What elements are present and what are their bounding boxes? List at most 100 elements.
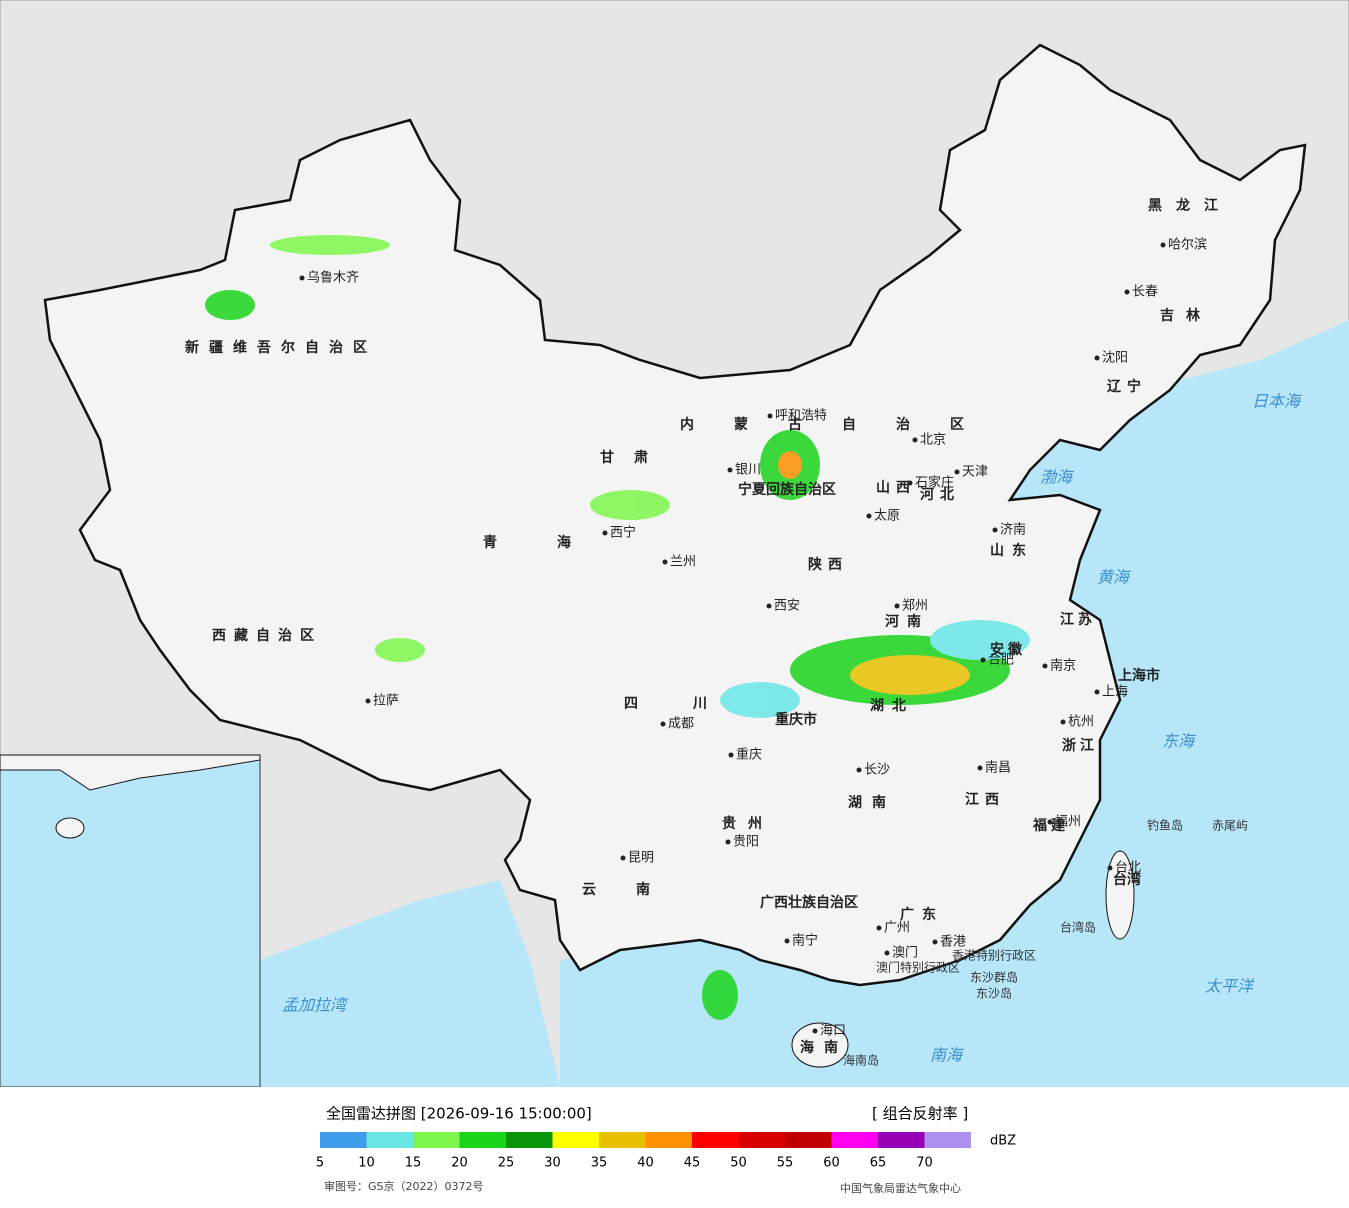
china-outline	[43, 43, 1307, 987]
province-label: 台湾	[1113, 871, 1141, 888]
city-dot	[1060, 719, 1066, 725]
province-label: 福建	[1032, 817, 1069, 834]
province-label: 辽宁	[1107, 378, 1147, 395]
city-label: 长沙	[864, 763, 890, 778]
city-dot	[866, 513, 872, 519]
inset-hainan	[55, 817, 85, 839]
province-label: 新疆维吾尔自治区	[185, 339, 377, 356]
province-label: 广西壮族自治区	[760, 894, 858, 911]
legend-tick-label: 20	[451, 1156, 468, 1171]
legend-unit: dBZ	[990, 1134, 1016, 1149]
city-label: 天津	[962, 465, 988, 480]
city-dot	[977, 765, 983, 771]
city-dot	[1160, 242, 1166, 248]
city-label: 南昌	[985, 760, 1011, 776]
legend-tick-label: 15	[405, 1156, 422, 1171]
city-dot	[912, 437, 918, 443]
province-label: 江苏	[1060, 611, 1096, 628]
inset-land	[0, 754, 261, 791]
agency: 中国气象局雷达气象中心	[840, 1181, 961, 1195]
special-label: 海南岛	[843, 1053, 879, 1068]
sea-west	[260, 880, 560, 1087]
city-label: 海口	[820, 1024, 846, 1039]
city-label: 乌鲁木齐	[307, 270, 359, 286]
legend-swatch	[692, 1132, 739, 1148]
city-dot	[728, 752, 734, 758]
footer-title: 全国雷达拼图 [2026-09-16 15:00:00]	[326, 1105, 592, 1123]
city-dot	[299, 275, 305, 281]
special-label: 东沙群岛	[970, 970, 1018, 985]
legend-swatch	[738, 1132, 785, 1148]
legend-swatch	[459, 1132, 506, 1148]
city-label: 北京	[920, 433, 946, 448]
hainan	[791, 1022, 849, 1068]
sea-label: 日本海	[1252, 392, 1302, 411]
city-label: 太原	[874, 509, 900, 524]
legend-tick-label: 30	[544, 1156, 561, 1171]
city-label: 银川	[735, 463, 761, 478]
legend-tick-label: 40	[637, 1156, 654, 1171]
taiwan	[1105, 850, 1135, 940]
city-dot	[954, 469, 960, 475]
province-label: 河北	[920, 486, 960, 503]
legend-tick-label: 25	[498, 1156, 515, 1171]
city-label: 南宁	[792, 933, 818, 949]
sea-label: 东海	[1162, 732, 1196, 751]
legend-swatch	[506, 1132, 553, 1148]
province-label: 宁夏回族自治区	[738, 481, 836, 498]
sea-label: 太平洋	[1205, 977, 1255, 996]
south-china-sea-inset	[0, 754, 261, 1088]
legend-swatch	[924, 1132, 971, 1148]
city-label: 南京	[1050, 658, 1076, 674]
legend-swatch	[413, 1132, 460, 1148]
city-label: 哈尔滨	[1168, 237, 1207, 253]
city-dot	[766, 603, 772, 609]
legend-tick-label: 35	[591, 1156, 608, 1171]
city-label: 上海	[1102, 685, 1128, 700]
city-label: 广州	[884, 921, 910, 936]
province-label: 山东	[990, 542, 1034, 559]
city-dot	[856, 767, 862, 773]
province-label: 贵州	[722, 815, 774, 832]
province-label: 海南	[800, 1039, 848, 1056]
city-label: 台北	[1115, 861, 1141, 876]
city-dot	[1107, 865, 1113, 871]
province-label: 安徽	[990, 641, 1026, 658]
city-label: 成都	[668, 717, 694, 732]
city-label: 沈阳	[1102, 351, 1128, 366]
city-dot	[884, 950, 890, 956]
sea-label: 黄海	[1097, 568, 1131, 587]
sea-label: 渤海	[1040, 468, 1074, 487]
legend-tick-label: 70	[916, 1156, 933, 1171]
city-dot	[365, 698, 371, 704]
province-label: 广东	[900, 906, 944, 923]
city-label: 西宁	[610, 525, 636, 541]
legend-tick-label: 5	[316, 1156, 324, 1171]
province-label: 重庆市	[775, 711, 817, 728]
city-dot	[992, 527, 998, 533]
city-label: 拉萨	[373, 694, 399, 709]
province-label: 江西	[965, 791, 1005, 808]
legend-swatch	[878, 1132, 925, 1148]
province-label: 甘肃	[600, 449, 668, 466]
legend-tick-label: 10	[358, 1156, 375, 1171]
province-label: 青海	[483, 534, 631, 551]
city-label: 香港	[940, 935, 966, 950]
special-label: 赤尾屿	[1212, 819, 1248, 833]
legend-tick-label: 60	[823, 1156, 840, 1171]
city-label: 西安	[774, 599, 800, 614]
radar-echoes	[205, 235, 1030, 1020]
city-dot	[727, 467, 733, 473]
city-label: 昆明	[628, 851, 654, 866]
city-dot	[767, 413, 773, 419]
special-label: 钓鱼岛	[1147, 818, 1183, 833]
special-label: 澳门特别行政区	[876, 960, 960, 975]
city-label: 呼和浩特	[775, 409, 827, 424]
sea-label: 孟加拉湾	[282, 996, 349, 1015]
city-label: 杭州	[1068, 715, 1094, 730]
city-dot	[660, 721, 666, 727]
city-dot	[620, 855, 626, 861]
city-dot	[1047, 819, 1053, 825]
city-label: 济南	[1000, 522, 1026, 538]
city-label: 合肥	[988, 653, 1014, 668]
